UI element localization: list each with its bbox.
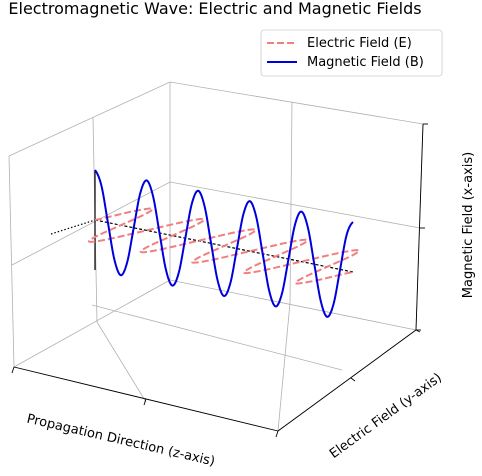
grid-line-horizontal [11, 181, 421, 266]
grid-line-vertical [289, 101, 293, 304]
magnetic-field-series-line [94, 169, 354, 318]
x-tick [275, 430, 279, 438]
chart-title: Electromagnetic Wave: Electric and Magne… [8, 0, 421, 18]
z-axis-label: Magnetic Field (x-axis) [461, 152, 476, 298]
legend: Electric Field (E) Magnetic Field (B) [260, 29, 443, 77]
x-tick [11, 366, 15, 374]
x-axis-label: Propagation Direction (z-axis) [25, 412, 216, 470]
grid-line-floor [91, 304, 343, 371]
axes-3d: Propagation Direction (z-axis) Electric … [8, 81, 476, 470]
electric-field-series-line [87, 207, 361, 285]
y-axis-label: Electric Field (y-axis) [327, 370, 445, 461]
propagation-axis-extension [50, 219, 96, 235]
plot-area [50, 169, 361, 318]
y-axis-line [277, 329, 417, 432]
legend-label-electric: Electric Field (E) [307, 36, 412, 51]
legend-box [260, 29, 443, 77]
grid-line-floor [96, 321, 147, 403]
x-tick [143, 398, 147, 406]
y-tick [350, 377, 356, 382]
back-pane-edge-left [8, 155, 15, 368]
grid-lines [8, 81, 424, 432]
back-pane-top [8, 81, 424, 157]
floor-pane-edge [13, 279, 417, 432]
z-axis-line [415, 123, 424, 331]
legend-label-magnetic: Magnetic Field (B) [307, 55, 424, 70]
grid-line-floor [277, 302, 291, 432]
grid-line-floor [13, 279, 171, 368]
